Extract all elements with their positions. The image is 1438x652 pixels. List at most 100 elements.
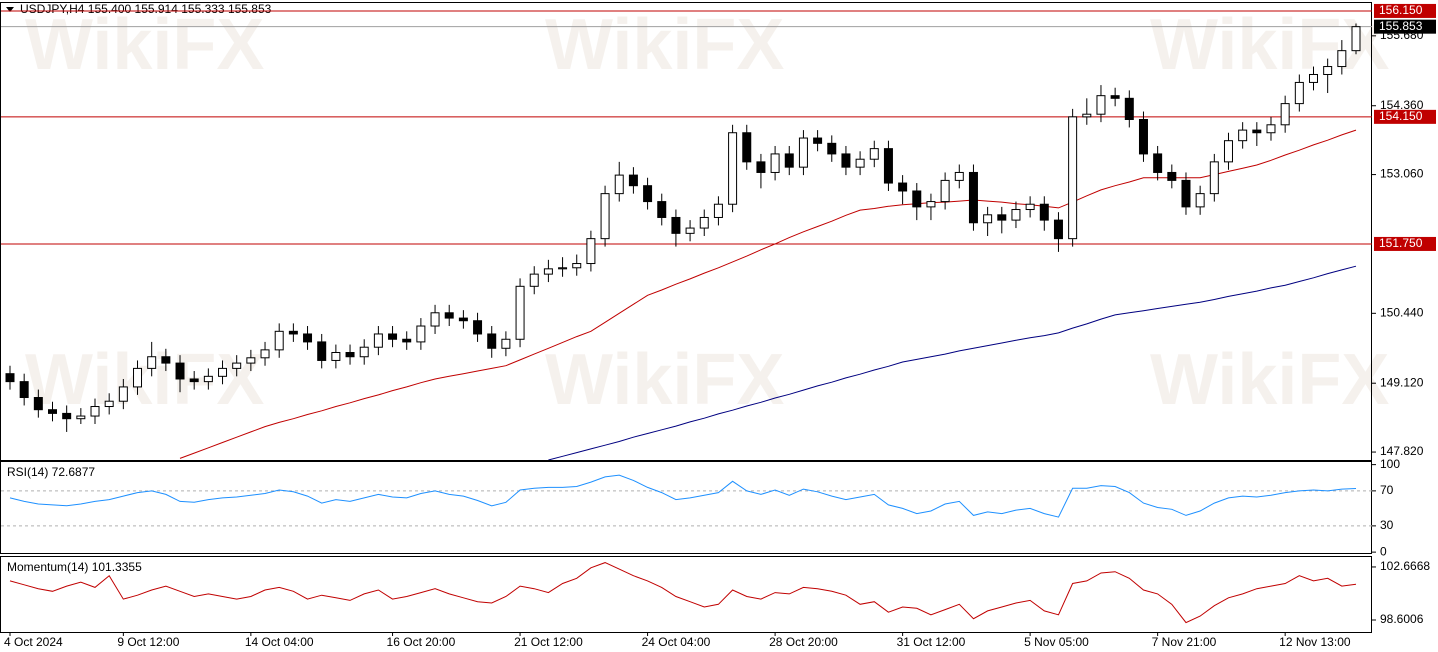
candle-body xyxy=(62,412,72,420)
candle-body xyxy=(898,182,908,192)
candle-body xyxy=(33,397,43,411)
watermark: WikiFX xyxy=(25,5,264,85)
indicator-line xyxy=(9,562,1357,624)
candle-body xyxy=(529,273,539,287)
y-tick-label: 153.060 xyxy=(1380,167,1424,181)
level-label: 154.150 xyxy=(1379,109,1423,123)
candle-body xyxy=(345,352,355,358)
candle-body xyxy=(303,333,313,343)
candle-body xyxy=(288,330,298,335)
candle-body xyxy=(5,373,15,383)
candle-body xyxy=(628,174,638,187)
candle-body xyxy=(1124,97,1134,121)
candle-body xyxy=(657,201,667,218)
candle-body xyxy=(997,214,1007,221)
candle-body xyxy=(770,153,780,173)
x-tick-label: 21 Oct 12:00 xyxy=(514,635,583,649)
y-tick-label: 98.6006 xyxy=(1380,612,1424,626)
chart-title: USDJPY,H4 155.400 155.914 155.333 155.85… xyxy=(20,2,272,16)
x-tick-label: 12 Nov 13:00 xyxy=(1279,635,1351,649)
candle-body xyxy=(1181,179,1191,208)
rsi-frame xyxy=(0,461,1372,554)
candle-body xyxy=(1294,81,1304,105)
candle-body xyxy=(218,367,228,377)
y-tick-label: 0 xyxy=(1380,544,1387,558)
y-tick-label: 30 xyxy=(1380,518,1394,532)
candle-body xyxy=(175,362,185,380)
candle-body xyxy=(1223,140,1233,163)
collapse-triangle xyxy=(6,7,14,12)
y-tick-label: 100 xyxy=(1380,457,1400,471)
candle-body xyxy=(1252,129,1262,134)
y-tick-label: 70 xyxy=(1380,483,1394,497)
candle-body xyxy=(1096,95,1106,115)
x-tick-label: 4 Oct 2024 xyxy=(4,635,63,649)
candle-body xyxy=(827,142,837,155)
candle-body xyxy=(388,333,398,340)
candle-body xyxy=(1053,219,1063,240)
candle-body xyxy=(203,375,213,383)
candle-body xyxy=(473,320,483,335)
candle-body xyxy=(600,193,610,240)
candle-body xyxy=(699,216,709,229)
candle-body xyxy=(1153,153,1163,173)
level-label-box xyxy=(1374,109,1436,124)
x-tick-label: 24 Oct 04:00 xyxy=(642,635,711,649)
candle-body xyxy=(487,333,497,349)
candle-body xyxy=(118,386,128,402)
watermark: WikiFX xyxy=(545,340,784,420)
momentum-frame xyxy=(0,556,1372,633)
candle-body xyxy=(331,352,341,361)
candle-body xyxy=(912,190,922,208)
panel-title: Momentum(14) 101.3355 xyxy=(7,560,142,574)
candle-body xyxy=(147,356,157,369)
candle-body xyxy=(558,267,568,270)
candle-body xyxy=(713,203,723,218)
y-tick-label: 150.440 xyxy=(1380,305,1424,319)
level-label-box xyxy=(1374,236,1436,251)
candle-body xyxy=(869,148,879,160)
candle-body xyxy=(1195,193,1205,208)
candle-body xyxy=(161,356,171,364)
candle-body xyxy=(1308,73,1318,83)
candle-body xyxy=(1280,103,1290,126)
candle-body xyxy=(1209,161,1219,195)
candle-body xyxy=(359,346,369,358)
indicator-line xyxy=(9,474,1357,518)
watermarks: WikiFX WikiFX WikiFX WikiFX WikiFX WikiFX xyxy=(25,5,1389,420)
candle-body xyxy=(671,216,681,234)
candle-body xyxy=(855,158,865,168)
candle-body xyxy=(883,148,893,184)
candle-body xyxy=(1025,203,1035,211)
candle-body xyxy=(260,349,270,359)
candle-body xyxy=(274,330,284,351)
watermark: WikiFX xyxy=(25,340,264,420)
candle-body xyxy=(614,174,624,195)
candle-body xyxy=(444,312,454,319)
candle-body xyxy=(798,137,808,168)
candle-body xyxy=(458,317,468,322)
candle-body xyxy=(501,338,511,349)
candle-body xyxy=(430,312,440,327)
candle-body xyxy=(756,161,766,173)
x-tick-label: 28 Oct 20:00 xyxy=(769,635,838,649)
candle-body xyxy=(317,341,327,361)
candle-body xyxy=(784,153,794,168)
candle-body xyxy=(728,132,738,205)
candle-body xyxy=(1082,113,1092,118)
candle-body xyxy=(19,381,29,399)
candle-body xyxy=(954,171,964,181)
y-tick-label: 154.360 xyxy=(1380,98,1424,112)
x-tick-label: 7 Nov 21:00 xyxy=(1152,635,1217,649)
x-tick-label: 9 Oct 12:00 xyxy=(117,635,179,649)
panel-title: RSI(14) 72.6877 xyxy=(7,465,95,479)
candle-body xyxy=(1011,209,1021,221)
candle-body xyxy=(1337,50,1347,68)
candle-body xyxy=(813,137,823,144)
candle-body xyxy=(416,325,426,343)
candle-body xyxy=(1068,116,1078,240)
x-tick-label: 14 Oct 04:00 xyxy=(245,635,314,649)
